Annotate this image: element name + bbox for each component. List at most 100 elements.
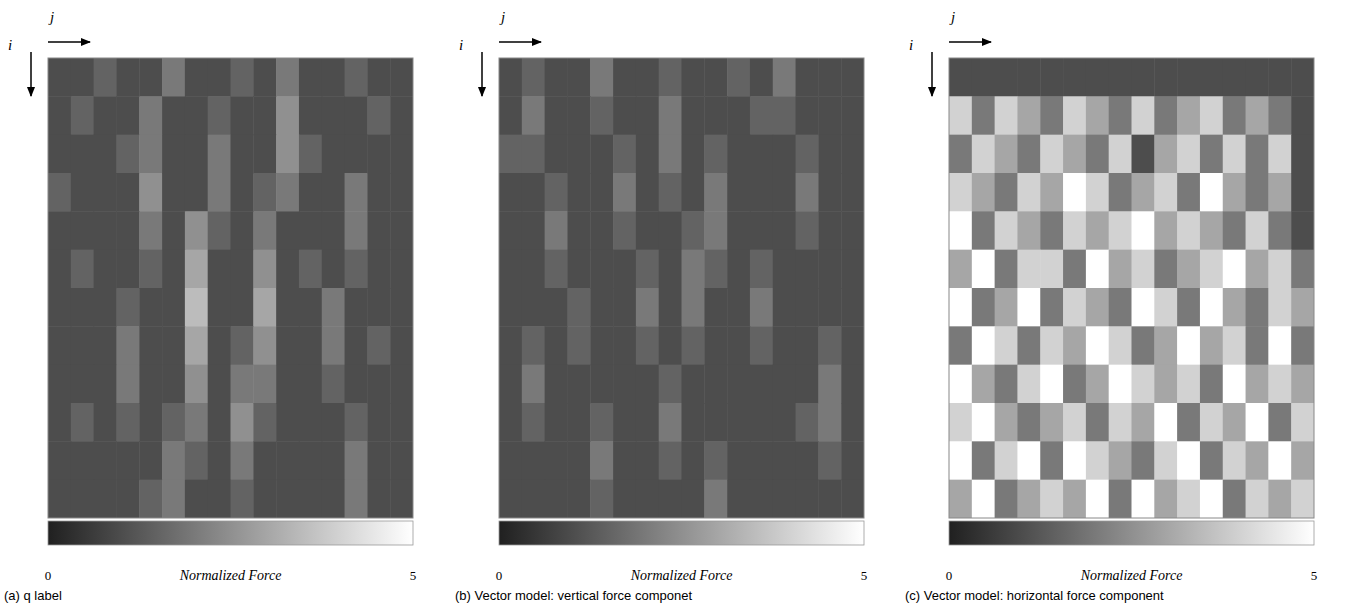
heatmap-cell [818, 135, 841, 174]
heatmap-cell [1177, 250, 1200, 289]
heatmap-cell [704, 96, 727, 135]
heatmap-cell [162, 211, 185, 250]
heatmap-cell [345, 96, 368, 135]
heatmap-cell [522, 480, 545, 518]
heatmap-cell [276, 135, 299, 174]
heatmap-cell [773, 135, 796, 174]
heatmap-cell [1200, 250, 1223, 289]
heatmap-cell [1200, 173, 1223, 212]
heatmap-cell [253, 173, 276, 212]
heatmap-cell [1132, 326, 1155, 365]
heatmap-cell [522, 58, 545, 97]
heatmap-cell [522, 403, 545, 442]
panel-title: (c) Vector model: horizontal force compo… [905, 588, 1164, 603]
heatmap-cell [1132, 288, 1155, 327]
heatmap-cell [276, 441, 299, 480]
heatmap-cell [48, 58, 71, 97]
heatmap-cell [1086, 365, 1109, 404]
heatmap-cell [162, 326, 185, 365]
heatmap-cell [590, 96, 613, 135]
heatmap-cell [71, 173, 94, 212]
heatmap-cell [841, 173, 864, 212]
heatmap-cell [1246, 403, 1269, 442]
heatmap-cell [116, 135, 139, 174]
heatmap-cell [71, 135, 94, 174]
heatmap-cell [185, 173, 208, 212]
heatmap-cell [1040, 326, 1063, 365]
heatmap-cell [636, 96, 659, 135]
heatmap-cell [704, 288, 727, 327]
axis-arrow [481, 52, 483, 96]
heatmap-cell [1086, 211, 1109, 250]
heatmap-cell [1291, 480, 1314, 518]
heatmap-cell [727, 173, 750, 212]
plot-frame [949, 58, 1314, 518]
heatmap-cell [636, 326, 659, 365]
heatmap-cell [636, 441, 659, 480]
heatmap-cell [773, 58, 796, 97]
heatmap-cell [972, 135, 995, 174]
heatmap-cell [390, 173, 413, 212]
heatmap-cell [322, 403, 345, 442]
heatmap-cell [841, 441, 864, 480]
heatmap-cell [1154, 96, 1177, 135]
heatmap-cell [299, 58, 322, 97]
heatmap-cell [949, 288, 972, 327]
heatmap-cell [796, 173, 819, 212]
heatmap-cell [995, 173, 1018, 212]
heatmap-cell [613, 441, 636, 480]
panel-title: (b) Vector model: vertical force compone… [455, 588, 692, 603]
heatmap-cell [1154, 441, 1177, 480]
heatmap-cell [499, 96, 522, 135]
heatmap-cell [345, 441, 368, 480]
heatmap-cell [1268, 58, 1291, 97]
heatmap-cell [949, 403, 972, 442]
heatmap-cell [253, 96, 276, 135]
heatmap-cell [1086, 96, 1109, 135]
axis-arrow [949, 41, 991, 43]
heatmap-cell [299, 211, 322, 250]
heatmap-cell [1291, 403, 1314, 442]
heatmap-cell [659, 403, 682, 442]
heatmap-cell [773, 96, 796, 135]
heatmap-cell [162, 480, 185, 518]
heatmap-cell [659, 211, 682, 250]
heatmap-cell [1063, 173, 1086, 212]
heatmap-cell [1017, 96, 1040, 135]
heatmap-cell [139, 211, 162, 250]
colorbar-tick-label: 5 [1311, 568, 1318, 583]
heatmap-cell [299, 173, 322, 212]
heatmap-cell [162, 250, 185, 289]
heatmap-cell [1017, 250, 1040, 289]
heatmap-cell [299, 441, 322, 480]
heatmap-cell [796, 58, 819, 97]
heatmap-cell [116, 365, 139, 404]
heatmap-cell [1223, 250, 1246, 289]
heatmap-cell [1291, 173, 1314, 212]
heatmap-cell [1154, 135, 1177, 174]
heatmap-cell [1246, 480, 1269, 518]
heatmap-cell [1063, 211, 1086, 250]
heatmap-cell [1063, 326, 1086, 365]
heatmap-cell [1063, 135, 1086, 174]
heatmap-cell [682, 365, 705, 404]
heatmap-cell [231, 58, 254, 97]
heatmap-cell [972, 96, 995, 135]
heatmap-cell [818, 250, 841, 289]
heatmap-cell [1040, 480, 1063, 518]
heatmap-cell [995, 403, 1018, 442]
heatmap-cell [1132, 211, 1155, 250]
colorbar [499, 521, 864, 545]
axis-label: i [8, 37, 12, 53]
heatmap-cell [1291, 326, 1314, 365]
heatmap-cell [590, 326, 613, 365]
axis-arrow [48, 41, 90, 43]
heatmap-cell [818, 480, 841, 518]
heatmap-cell [1109, 173, 1132, 212]
heatmap-cell [727, 365, 750, 404]
heatmap-cell [727, 326, 750, 365]
heatmap-cell [1200, 211, 1223, 250]
heatmap-cell [1291, 441, 1314, 480]
heatmap-cell [590, 135, 613, 174]
colorbar-tick-label: 5 [861, 568, 868, 583]
